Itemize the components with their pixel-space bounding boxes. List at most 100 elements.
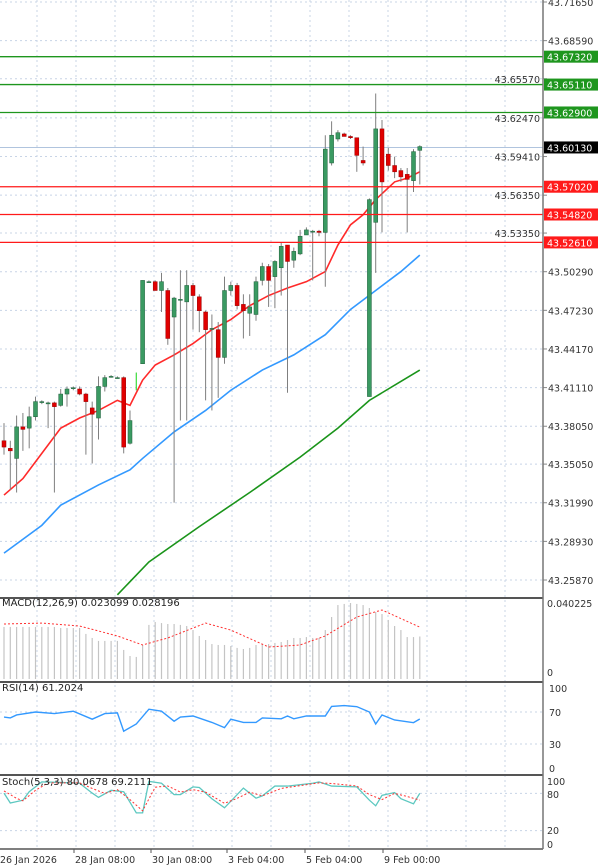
candle-body	[159, 281, 164, 291]
candle	[14, 415, 19, 493]
candle-body	[140, 280, 145, 364]
current-price-tag	[544, 141, 598, 154]
candle	[360, 146, 366, 166]
candle-body	[310, 230, 315, 233]
candle-body	[45, 402, 51, 405]
price-tick-label: 43.41110	[548, 384, 593, 395]
candle-body	[417, 146, 423, 151]
candle-body	[291, 251, 297, 261]
candle-body	[39, 401, 45, 403]
level-price-label: 43.57020	[547, 183, 592, 194]
candle-body	[373, 128, 378, 223]
candle	[354, 137, 360, 172]
candle	[367, 198, 372, 397]
candle	[64, 386, 70, 407]
candle	[285, 244, 290, 393]
price-tick-label: 43.47230	[548, 306, 593, 317]
candle-body	[108, 376, 114, 378]
time-axis-label: 3 Feb 04:00	[228, 855, 284, 866]
candle-body	[58, 393, 63, 406]
candle-body	[411, 151, 416, 181]
candle-body	[152, 281, 158, 291]
candle	[1, 423, 7, 455]
candle	[96, 376, 101, 440]
price-tick-label: 43.59410	[495, 153, 540, 164]
candle-body	[33, 401, 38, 418]
price-tick-label: 43.65570	[495, 75, 540, 86]
rsi-axis-label: 100	[549, 684, 567, 695]
candle	[190, 282, 196, 330]
candle	[335, 130, 341, 142]
rsi-axis-label: 70	[549, 708, 561, 719]
candle	[178, 270, 183, 421]
candle	[379, 120, 385, 233]
candle-body	[8, 448, 13, 452]
candle-body	[215, 329, 221, 358]
level-price-tag	[544, 208, 598, 221]
candle	[253, 276, 259, 321]
candle-body	[14, 426, 19, 459]
level-price-tag	[544, 236, 598, 249]
candle-body	[184, 285, 189, 303]
candle-body	[260, 266, 265, 281]
candle	[127, 410, 133, 445]
candle-body	[146, 281, 152, 283]
candle	[404, 168, 410, 233]
candle-body	[234, 285, 240, 306]
candle	[386, 147, 391, 171]
time-axis-label: 30 Jan 08:00	[152, 855, 212, 866]
candle-body	[71, 387, 76, 389]
candle-body	[247, 306, 252, 314]
candle	[215, 322, 221, 398]
level-price-label: 43.62900	[547, 108, 592, 119]
rsi-axis-label: 0	[549, 764, 555, 775]
candle	[203, 310, 208, 401]
candle-body	[83, 393, 89, 402]
price-tick-label: 43.38050	[548, 422, 593, 433]
candle	[304, 227, 309, 236]
candle-body	[171, 297, 177, 318]
candle-body	[77, 388, 82, 395]
candle-body	[329, 134, 334, 164]
candle-body	[127, 420, 133, 444]
macd-signal-line	[3, 609, 421, 648]
candle-body	[115, 377, 120, 379]
candle-body	[228, 285, 234, 291]
candle-body	[197, 296, 202, 311]
candle	[373, 93, 378, 273]
level-price-tag	[544, 106, 598, 119]
rsi-label: RSI(14) 61.2024	[2, 683, 84, 694]
candle-body	[316, 230, 322, 233]
candle	[165, 287, 171, 345]
candle-body	[272, 261, 278, 277]
candle-body	[102, 377, 108, 387]
candle	[329, 121, 334, 166]
candle	[228, 281, 234, 296]
candle-body	[392, 165, 397, 173]
time-axis-label: 9 Feb 00:00	[384, 855, 440, 866]
candle-body	[266, 266, 271, 281]
candle	[398, 168, 404, 182]
candle-body	[386, 153, 391, 166]
candle	[278, 242, 284, 296]
stoch-d-line	[3, 782, 420, 812]
price-tick-label: 43.50290	[548, 268, 593, 279]
stoch-axis-label: 0	[547, 840, 553, 851]
candle	[26, 406, 32, 449]
price-tick-label: 43.71650	[548, 0, 593, 9]
candle	[316, 229, 322, 237]
price-tick-label: 43.35050	[548, 460, 593, 471]
candle-body	[178, 299, 183, 301]
price-tick-label: 43.31990	[548, 499, 593, 510]
candle	[58, 388, 63, 407]
candle-body	[379, 128, 385, 183]
level-price-tag	[544, 50, 598, 63]
candle	[77, 386, 82, 396]
price-tick-label: 43.28930	[548, 537, 593, 548]
current-price-label: 43.60130	[547, 143, 592, 154]
candle-body	[304, 229, 309, 236]
candle	[234, 282, 240, 310]
stoch-axis-label: 80	[547, 790, 559, 801]
candle	[152, 280, 158, 291]
